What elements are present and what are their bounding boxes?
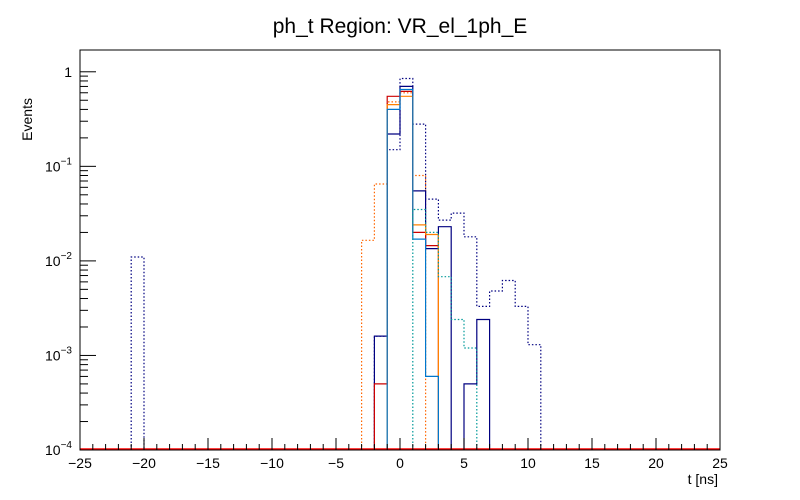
- series-solid-blue: [386, 88, 439, 450]
- x-tick-label: −5: [328, 455, 344, 471]
- series-solid-red: [373, 90, 439, 450]
- series-dotted-teal-bars: [412, 208, 478, 450]
- x-axis-label: t [ns]: [688, 471, 718, 487]
- x-axis: −25 −20 −15 −10 −5 0 5 10 15 20 25: [68, 438, 728, 471]
- x-tick-label: 15: [584, 455, 600, 471]
- chart-title: ph_t Region: VR_el_1ph_E: [273, 15, 528, 38]
- series-solid-blue-bars: [386, 88, 439, 450]
- series-dotted-teal: [412, 208, 478, 450]
- series-layer: [80, 77, 720, 450]
- x-tick-label: 25: [712, 455, 728, 471]
- x-tick-label: 0: [396, 455, 404, 471]
- x-tick-label: −10: [260, 455, 284, 471]
- series-solid-red-bars: [373, 90, 439, 450]
- x-tick-label: 10: [520, 455, 536, 471]
- y-tick-label: 1: [64, 64, 72, 80]
- x-tick-label: 20: [648, 455, 664, 471]
- x-tick-label: −20: [132, 455, 156, 471]
- x-tick-label: −15: [196, 455, 220, 471]
- series-solid-navy-bars: [463, 318, 491, 450]
- y-axis-label: Events: [19, 98, 35, 141]
- series-dotted-navy-bars: [130, 256, 145, 450]
- x-tick-label: −25: [68, 455, 92, 471]
- x-tick-label: 5: [460, 455, 468, 471]
